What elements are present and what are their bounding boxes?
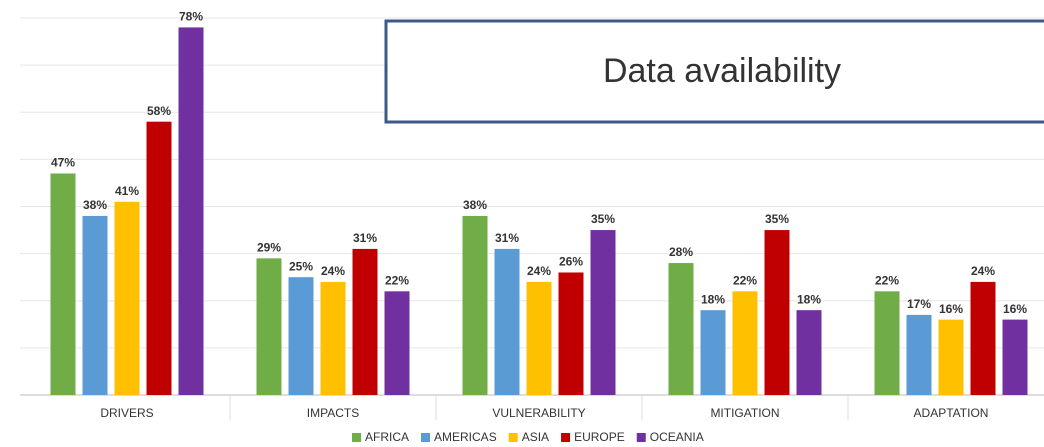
bar (256, 258, 282, 395)
value-label: 22% (385, 273, 409, 287)
bar (82, 215, 108, 395)
value-label: 22% (733, 273, 757, 287)
value-label: 31% (495, 231, 519, 245)
value-label: 18% (701, 292, 725, 306)
value-label: 41% (115, 184, 139, 198)
bar (732, 291, 758, 395)
value-label: 16% (939, 302, 963, 316)
bar (558, 272, 584, 395)
value-label: 35% (591, 212, 615, 226)
bar (700, 310, 726, 395)
legend-label: AMERICAS (434, 430, 497, 444)
bar (178, 27, 204, 396)
annotation-box (384, 19, 1044, 124)
bar (50, 173, 76, 395)
bar (1002, 319, 1028, 395)
value-label: 29% (257, 241, 281, 255)
legend-label: AFRICA (365, 430, 409, 444)
bar (764, 230, 790, 395)
value-label: 38% (83, 198, 107, 212)
x-tick-label: IMPACTS (307, 406, 359, 420)
bar (494, 248, 520, 395)
bar (288, 277, 314, 395)
value-label: 38% (463, 198, 487, 212)
bar (384, 291, 410, 395)
value-label: 24% (321, 264, 345, 278)
value-label: 24% (971, 264, 995, 278)
legend-label: OCEANIA (650, 430, 704, 444)
x-tick-label: VULNERABILITY (492, 406, 585, 420)
value-label: 26% (559, 255, 583, 269)
x-tick-label: MITIGATION (710, 406, 779, 420)
legend-swatch (561, 433, 571, 442)
bar (668, 263, 694, 395)
bar (526, 281, 552, 395)
x-tick-label: ADAPTATION (914, 406, 989, 420)
value-label: 24% (527, 264, 551, 278)
value-label: 25% (289, 259, 313, 273)
bar (970, 281, 996, 395)
value-label: 28% (669, 245, 693, 259)
value-label: 17% (907, 297, 931, 311)
value-label: 31% (353, 231, 377, 245)
value-label: 16% (1003, 302, 1027, 316)
value-label: 18% (797, 292, 821, 306)
value-label: 35% (765, 212, 789, 226)
legend-swatch (636, 433, 646, 442)
bar (462, 215, 488, 395)
bar (590, 230, 616, 395)
legend-swatch (352, 433, 361, 442)
annotation: Data availability (603, 52, 841, 90)
bar (796, 310, 822, 395)
value-label: 47% (51, 156, 75, 170)
bar (938, 319, 964, 395)
value-label: 58% (147, 104, 171, 118)
value-label: 78% (179, 10, 203, 24)
legend-swatch (508, 433, 518, 442)
bar (114, 201, 140, 395)
bar (906, 314, 932, 395)
bar (146, 121, 172, 396)
legend-label: EUROPE (574, 430, 625, 444)
x-tick-label: DRIVERS (100, 406, 153, 420)
bar (320, 281, 346, 395)
value-label: 22% (875, 273, 899, 287)
bar (874, 291, 900, 395)
legend-label: ASIA (522, 430, 549, 444)
legend-swatch (421, 433, 431, 442)
bar (352, 248, 378, 395)
